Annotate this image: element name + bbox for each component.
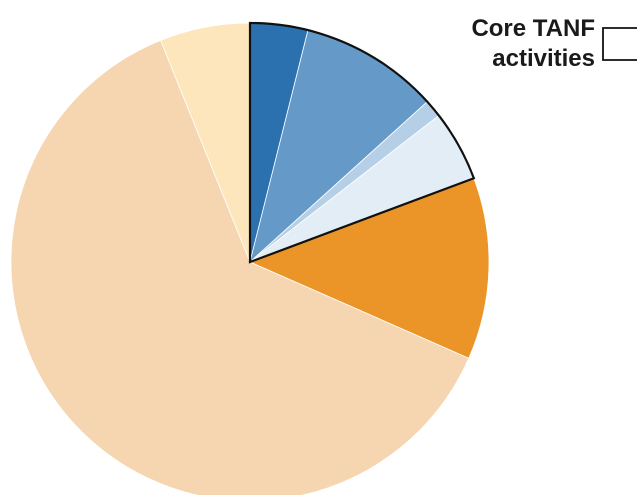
annotation-label-line1: Core TANF (471, 15, 595, 42)
pie-slices (10, 22, 490, 495)
core-activities-annotation: Core TANF activities (471, 15, 637, 72)
annotation-bracket (602, 27, 637, 61)
pie-slice-5 (248, 177, 490, 359)
pie-slice-6 (10, 39, 470, 495)
annotation-label-line2: activities (492, 45, 595, 72)
core-activities-outline (248, 21, 476, 264)
